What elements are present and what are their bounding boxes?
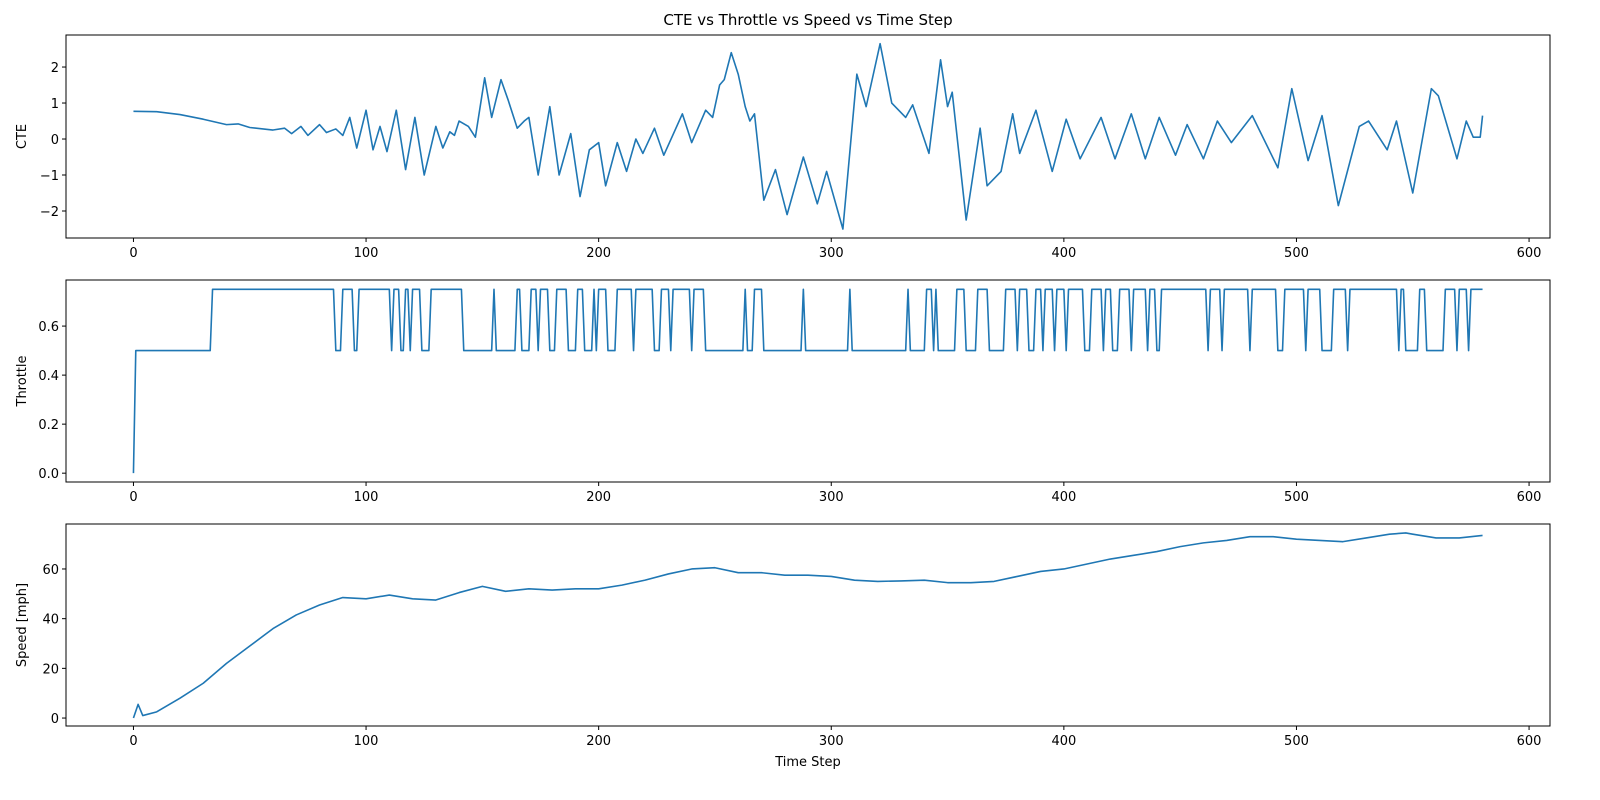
y-tick-label: 0.6 [38,320,59,335]
plot-frame [65,34,1551,239]
y-tick-label: 2 [51,61,59,76]
x-tick-label: 0 [129,246,137,261]
x-tick-label: 100 [354,490,379,505]
chart-title: CTE vs Throttle vs Speed vs Time Step [663,11,952,29]
x-tick-label: 0 [129,734,137,749]
x-tick-label: 400 [1051,246,1076,261]
x-tick-label: 500 [1284,734,1309,749]
x-tick-label: 400 [1051,490,1076,505]
x-tick-label: 200 [586,246,611,261]
x-tick-label: 0 [129,490,137,505]
y-tick-label: 60 [42,563,59,578]
x-tick-label: 600 [1517,490,1542,505]
x-tick-label: 600 [1517,246,1542,261]
data-line [132,288,1483,474]
x-tick-label: 300 [819,246,844,261]
x-tick-label: 500 [1284,246,1309,261]
data-line [132,532,1483,719]
y-tick-label: 20 [42,662,59,677]
y-tick-label: −1 [40,169,59,184]
y-tick-label: 40 [42,613,59,628]
y-axis-label: CTE [15,124,30,149]
x-tick-label: 300 [819,490,844,505]
y-axis-label: Throttle [15,356,30,408]
y-tick-label: −2 [40,205,59,220]
plot-frame [65,523,1551,727]
x-tick-label: 100 [354,734,379,749]
x-tick-label: 200 [586,490,611,505]
y-axis-label: Speed [mph] [15,583,30,667]
x-axis-label: Time Step [774,755,841,770]
y-tick-label: 0 [51,133,59,148]
y-tick-label: 0.0 [38,467,59,482]
y-tick-label: 0 [51,712,59,727]
x-tick-label: 100 [354,246,379,261]
x-tick-label: 600 [1517,734,1542,749]
y-tick-label: 1 [51,97,59,112]
data-line [133,42,1484,230]
y-tick-label: 0.4 [38,369,59,384]
y-tick-label: 0.2 [38,418,59,433]
x-tick-label: 300 [819,734,844,749]
x-tick-label: 200 [586,734,611,749]
plot-frame [65,279,1551,483]
x-tick-label: 500 [1284,490,1309,505]
x-tick-label: 400 [1051,734,1076,749]
